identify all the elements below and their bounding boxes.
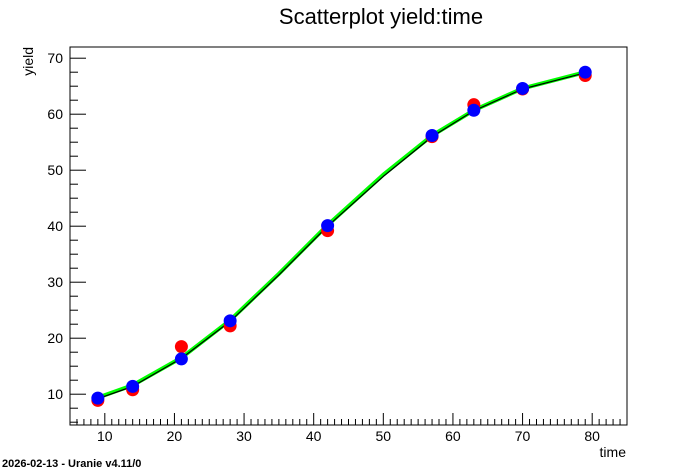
x-tick-label: 10 [97,428,113,444]
data-point [321,219,335,233]
x-tick-label: 50 [376,428,392,444]
x-tick-label: 60 [445,428,461,444]
data-point [126,379,140,393]
y-axis-label: yield [20,47,36,76]
y-tick-label: 20 [47,330,63,346]
data-point [425,128,439,142]
x-tick-label: 70 [515,428,531,444]
x-tick-label: 80 [584,428,600,444]
y-tick-label: 40 [47,218,63,234]
x-axis-ticks: 10 20 30 40 50 60 70 80 [76,413,628,444]
data-point [223,314,237,328]
x-tick-label: 40 [306,428,322,444]
data-point [467,103,481,117]
data-point [578,65,592,79]
y-tick-label: 70 [47,50,63,66]
x-axis-label: time [600,444,627,460]
data-point [174,352,188,366]
chart-title: Scatterplot yield:time [279,4,483,29]
y-axis-ticks: 10 20 30 40 50 60 70 [47,50,86,423]
data-points [91,65,592,407]
x-tick-label: 20 [167,428,183,444]
data-point [91,391,105,405]
y-tick-label: 10 [47,386,63,402]
x-tick-label: 30 [236,428,252,444]
data-point [174,340,188,354]
y-tick-label: 50 [47,162,63,178]
footer-stamp: 2026-02-13 - Uranie v4.11/0 [2,458,141,470]
y-tick-label: 60 [47,106,63,122]
y-tick-label: 30 [47,274,63,290]
data-point [516,81,530,95]
